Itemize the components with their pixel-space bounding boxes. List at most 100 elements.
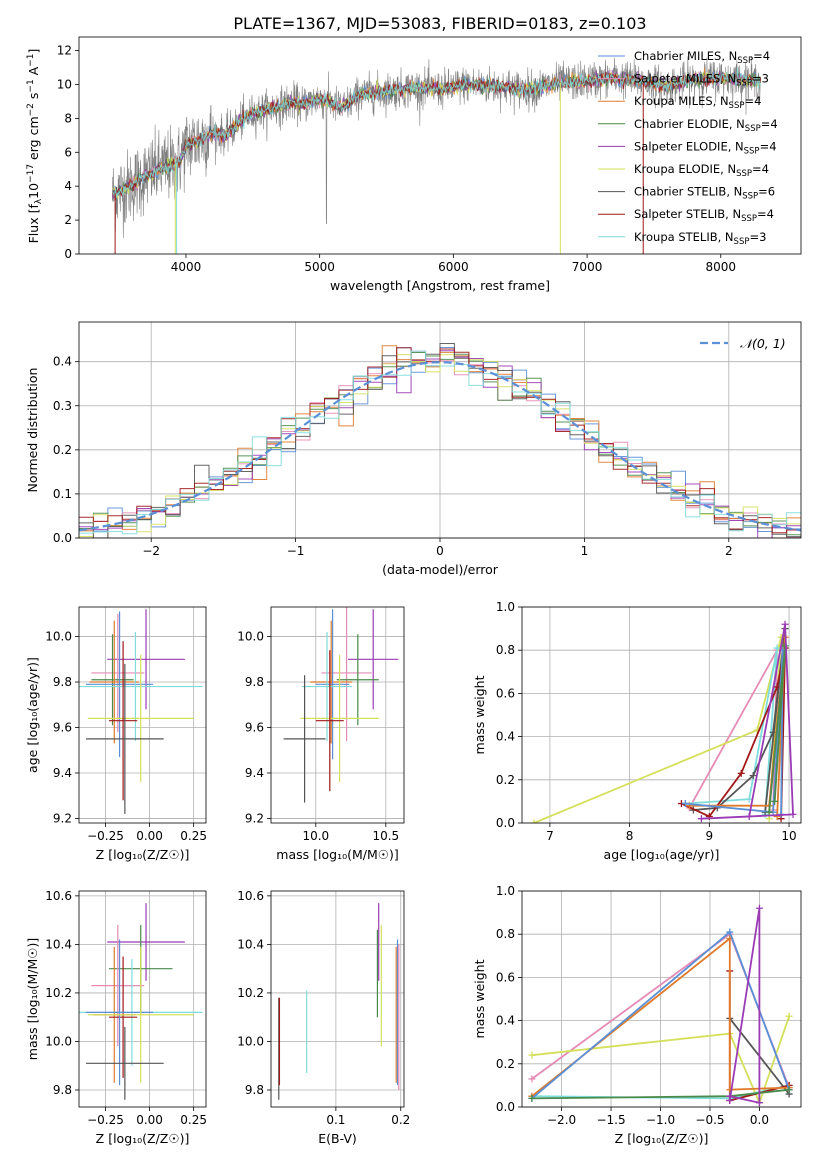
axes-frame	[78, 36, 802, 255]
legend-label-text: Chabrier STELIB, N	[634, 185, 742, 199]
axis-label-y: Flux [fλ10−17 erg cm−2 s−1 A−1]	[26, 49, 44, 244]
legend-label-sub: SSP	[737, 56, 753, 66]
tick-label-y: 10.6	[237, 889, 264, 903]
axis-label-part: −1	[26, 79, 36, 92]
legend-label: Kroupa MILES, NSSP=4	[634, 94, 761, 111]
residual-histogram	[79, 347, 801, 534]
legend-label: 𝒩(0, 1)	[740, 336, 786, 351]
tick-label-x: −1.0	[646, 1113, 675, 1127]
axis-label-x: Z [log₁₀(Z/Z☉)]	[96, 847, 190, 862]
legend-label-sub: SSP	[745, 124, 761, 134]
legend-label-sub: SSP	[741, 214, 757, 224]
weight-marker	[528, 1051, 536, 1059]
weight-marker	[773, 644, 781, 652]
tick-label-x: 7000	[572, 260, 603, 274]
tick-label-y: 0.0	[496, 1100, 515, 1114]
plot-area	[79, 609, 203, 814]
tick-label-x: 0.1	[326, 1113, 345, 1127]
residual-histogram	[79, 350, 801, 535]
axis-label-part: 10	[26, 183, 41, 199]
tick-label-y: 0.0	[53, 531, 72, 545]
tick-label-y: 0.2	[496, 1057, 515, 1071]
axis-label-part: ]	[26, 49, 41, 54]
legend-label-tail: =4	[744, 94, 761, 108]
tick-label-y: 10.2	[45, 986, 72, 1000]
axis-label-part: −17	[26, 164, 36, 183]
legend-label-sub: SSP	[729, 101, 745, 111]
axis-label-part: A	[26, 66, 41, 79]
tick-label-x: 5000	[304, 260, 335, 274]
tick-label-y: 9.8	[53, 675, 72, 689]
axis-label-x: wavelength [Angstrom, rest frame]	[330, 278, 550, 293]
tick-label-x: 0.00	[136, 1113, 163, 1127]
tick-label-x: 4000	[171, 260, 202, 274]
axes-frame	[521, 890, 802, 1108]
tick-label-y: 10.0	[237, 630, 264, 644]
tick-label-y: 0.8	[496, 643, 515, 657]
tick-label-y: 6	[64, 145, 72, 159]
tick-label-x: 0.00	[136, 829, 163, 843]
tick-label-y: 9.6	[53, 721, 72, 735]
tick-label-y: 0.0	[496, 816, 515, 830]
legend-label-text: Chabrier ELODIE, N	[634, 117, 745, 131]
tick-label-x: 0	[436, 544, 444, 558]
gaussian-curve	[79, 360, 801, 532]
axis-label-part: erg cm	[26, 116, 41, 164]
legend-label-text: Salpeter STELIB, N	[634, 207, 741, 221]
panel-mass_vs_Z: −0.25 0.00 0.25 9.8 10.0 10.2 10.4 10.6 Z [log₁₀…	[25, 889, 207, 1146]
axis-label-x: age [log₁₀(age/yr)]	[604, 847, 720, 862]
tick-label-x: −0.5	[695, 1113, 724, 1127]
panel-weight_vs_age: 7 8 9 10 0.0 0.2 0.4 0.6 0.8 1.0 age [log₁₀(age/yr…	[472, 600, 802, 862]
weight-marker	[528, 1094, 536, 1102]
axis-label-x: Z [log₁₀(Z/Z☉)]	[615, 1131, 709, 1146]
legend-label-text: Kroupa ELODIE, N	[634, 162, 736, 176]
plot-area	[79, 343, 801, 538]
weight-line	[685, 647, 778, 815]
weight-marker	[726, 928, 734, 936]
legend-label: Chabrier ELODIE, NSSP=4	[634, 117, 778, 134]
tick-label-y: 0.6	[496, 686, 515, 700]
legend-label-text: Chabrier MILES, N	[634, 49, 737, 63]
tick-label-y: 0.4	[53, 355, 72, 369]
weight-marker	[697, 815, 705, 823]
tick-label-y: 10.0	[45, 630, 72, 644]
tick-label-y: 9.2	[245, 811, 264, 825]
legend-label: Kroupa STELIB, NSSP=3	[634, 230, 766, 247]
legend-label: Salpeter STELIB, NSSP=4	[634, 207, 774, 224]
legend-label-text: Kroupa MILES, N	[634, 94, 729, 108]
weight-marker	[773, 813, 781, 821]
tick-label-x: −1.5	[596, 1113, 625, 1127]
legend-label-sub: SSP	[736, 169, 752, 179]
panel-age_vs_mass: 10.0 10.5 9.2 9.4 9.6 9.8 10.0 mass [log₁₀(M/M☉…	[237, 606, 405, 862]
panel-mass_vs_EBV: 0.1 0.2 9.8 10.0 10.2 10.4 10.6 E(B-V)	[237, 889, 410, 1146]
tick-label-x: 6000	[438, 260, 469, 274]
tick-label-x: 10.0	[302, 829, 329, 843]
legend-label-tail: =3	[749, 230, 766, 244]
plot-area	[530, 620, 797, 823]
weight-marker	[749, 771, 757, 779]
axes-frame	[270, 606, 405, 824]
legend-label: Salpeter MILES, NSSP=3	[634, 72, 769, 89]
axes-frame	[78, 606, 207, 824]
tick-label-y: 9.8	[245, 675, 264, 689]
tick-label-y: 9.8	[53, 1083, 72, 1097]
axis-label-part: Flux [f	[26, 204, 41, 244]
legend-label: Kroupa ELODIE, NSSP=4	[634, 162, 769, 179]
legend-label: Salpeter ELODIE, NSSP=4	[634, 139, 777, 156]
weight-marker	[681, 800, 689, 808]
weight-line	[728, 908, 761, 1104]
tick-label-y: 10.0	[45, 1034, 72, 1048]
weight-line	[531, 1016, 790, 1106]
tick-label-y: 12	[57, 44, 72, 58]
tick-label-y: 9.4	[245, 766, 264, 780]
tick-label-y: 9.6	[245, 721, 264, 735]
legend-label-tail: =4	[753, 49, 770, 63]
weight-line	[688, 649, 778, 811]
tick-label-y: 2	[64, 213, 72, 227]
axis-label-y: mass weight	[472, 675, 487, 754]
tick-label-y: 1.0	[496, 884, 515, 898]
tick-label-x: 0.25	[180, 1113, 207, 1127]
tick-label-y: 0.2	[53, 443, 72, 457]
weight-marker	[528, 1075, 536, 1083]
legend-label-tail: =4	[761, 117, 778, 131]
